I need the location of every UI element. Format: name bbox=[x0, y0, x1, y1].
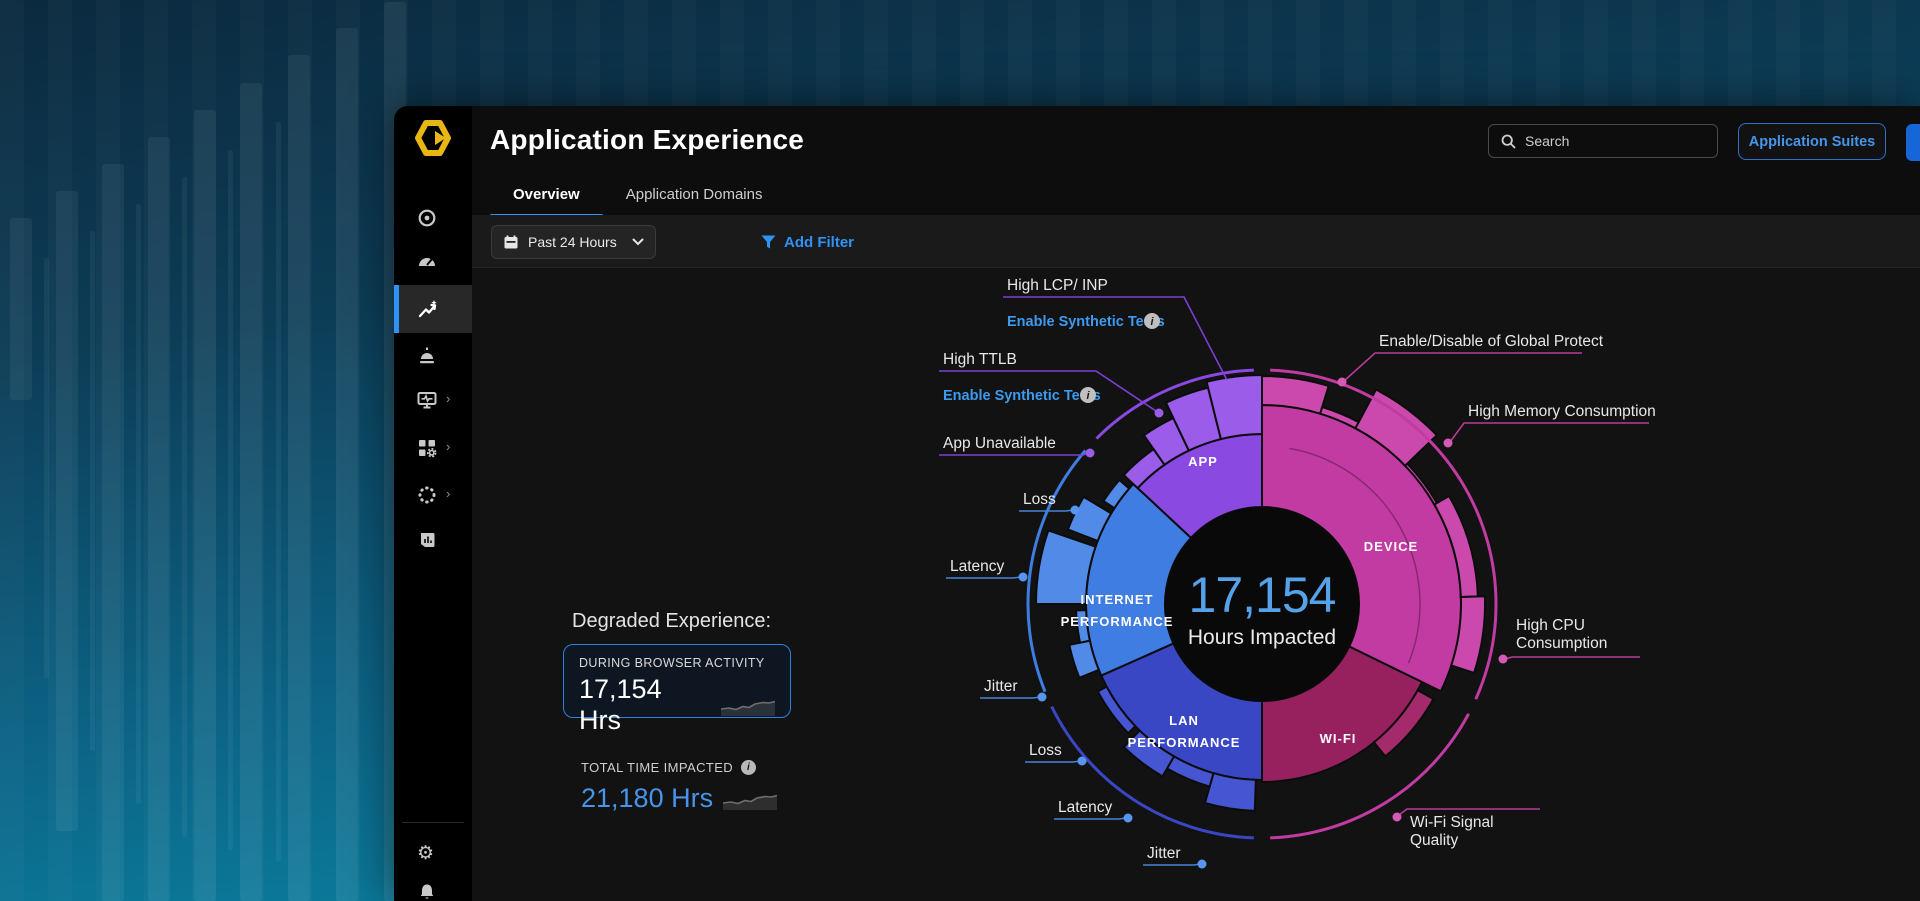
command-center-icon bbox=[418, 209, 436, 227]
chevron-right-icon: › bbox=[446, 486, 451, 501]
calendar-icon bbox=[504, 235, 518, 249]
chevron-down-icon bbox=[632, 238, 644, 246]
application-suites-button[interactable]: Application Suites bbox=[1738, 123, 1886, 160]
report-icon bbox=[421, 533, 435, 547]
sidebar-item-alerts[interactable] bbox=[394, 331, 472, 379]
tab-overview[interactable]: Overview bbox=[490, 178, 603, 217]
page-title: Application Experience bbox=[490, 124, 805, 155]
total-time-label: TOTAL TIME IMPACTED bbox=[581, 760, 734, 775]
chevron-right-icon: › bbox=[446, 391, 451, 406]
brand-logo[interactable] bbox=[394, 106, 472, 170]
bg-stripe bbox=[90, 231, 95, 751]
sidebar-item-dashboard[interactable] bbox=[394, 238, 472, 286]
sparkline bbox=[723, 794, 778, 810]
sidebar-item-network-monitor[interactable]: › bbox=[394, 376, 472, 424]
overview-content: Users Impacted (13,780) Degraded Experie… bbox=[472, 268, 1920, 901]
bg-stripe bbox=[10, 218, 32, 400]
network-monitor-icon bbox=[417, 392, 437, 409]
sidebar-item-applications[interactable]: › bbox=[394, 424, 472, 472]
sidebar-item-notifications[interactable] bbox=[394, 868, 472, 901]
bg-stripe bbox=[56, 191, 78, 831]
bg-stripe bbox=[102, 164, 124, 901]
search-icon bbox=[1501, 134, 1516, 148]
chevron-right-icon: › bbox=[446, 439, 451, 454]
tab-application-domains[interactable]: Application Domains bbox=[603, 178, 786, 217]
sidebar-item-reports[interactable] bbox=[394, 516, 472, 564]
sidebar-item-experience[interactable] bbox=[394, 285, 472, 333]
dashboard-icon bbox=[419, 258, 435, 266]
bg-stripe bbox=[194, 110, 216, 901]
time-range-value: Past 24 Hours bbox=[528, 234, 617, 250]
bg-stripe bbox=[228, 150, 233, 850]
degraded-experience-heading: Degraded Experience: bbox=[572, 610, 772, 632]
sidebar: › › › bbox=[394, 106, 472, 901]
application-suites-label: Application Suites bbox=[1748, 133, 1876, 150]
browser-activity-label: DURING BROWSER ACTIVITY bbox=[579, 656, 765, 670]
total-time-impacted-block: TOTAL TIME IMPACTED i 21,180 Hrs bbox=[581, 760, 778, 814]
bg-stripe bbox=[336, 28, 358, 901]
experience-trend-icon bbox=[418, 300, 437, 318]
bg-stripe bbox=[182, 177, 187, 837]
alarm-icon bbox=[420, 347, 434, 364]
app-window: › › › bbox=[394, 106, 1920, 901]
add-filter-button[interactable]: Add Filter bbox=[761, 225, 854, 259]
sidebar-divider bbox=[402, 822, 464, 823]
apps-grid-icon bbox=[419, 440, 437, 458]
global-search-input[interactable]: Search bbox=[1488, 124, 1718, 158]
filter-bar: Past 24 Hours Add Filter bbox=[472, 215, 1920, 268]
bell-icon bbox=[420, 884, 434, 899]
bg-stripe bbox=[148, 137, 170, 901]
total-time-value: 21,180 Hrs bbox=[581, 783, 714, 813]
tab-application-domains-label: Application Domains bbox=[625, 186, 763, 203]
sidebar-item-integrations[interactable]: › bbox=[394, 471, 472, 519]
filter-funnel-icon bbox=[761, 235, 776, 249]
bg-stripe bbox=[276, 122, 281, 862]
sidebar-item-command-center[interactable] bbox=[394, 194, 472, 242]
prisma-logo-icon bbox=[415, 120, 451, 156]
add-filter-label: Add Filter bbox=[784, 233, 854, 251]
tab-bar: Overview Application Domains bbox=[490, 178, 785, 217]
bg-stripe bbox=[240, 83, 262, 901]
sparkline bbox=[721, 700, 775, 716]
bg-stripe bbox=[44, 258, 49, 678]
search-placeholder: Search bbox=[1525, 133, 1570, 149]
gear-icon: ⚙ bbox=[417, 843, 435, 864]
dotted-circle-icon bbox=[418, 486, 436, 504]
tab-overview-label: Overview bbox=[513, 186, 580, 203]
edge-action-button[interactable] bbox=[1906, 124, 1920, 161]
info-icon[interactable]: i bbox=[741, 760, 757, 775]
browser-activity-card[interactable]: DURING BROWSER ACTIVITY 17,154 Hrs bbox=[563, 644, 791, 735]
sidebar-item-settings[interactable]: ⚙ bbox=[394, 830, 472, 878]
browser-activity-value: 17,154 Hrs bbox=[579, 674, 662, 735]
bg-stripe bbox=[288, 55, 310, 901]
time-range-dropdown[interactable]: Past 24 Hours bbox=[491, 225, 656, 259]
bg-stripe bbox=[136, 204, 141, 804]
